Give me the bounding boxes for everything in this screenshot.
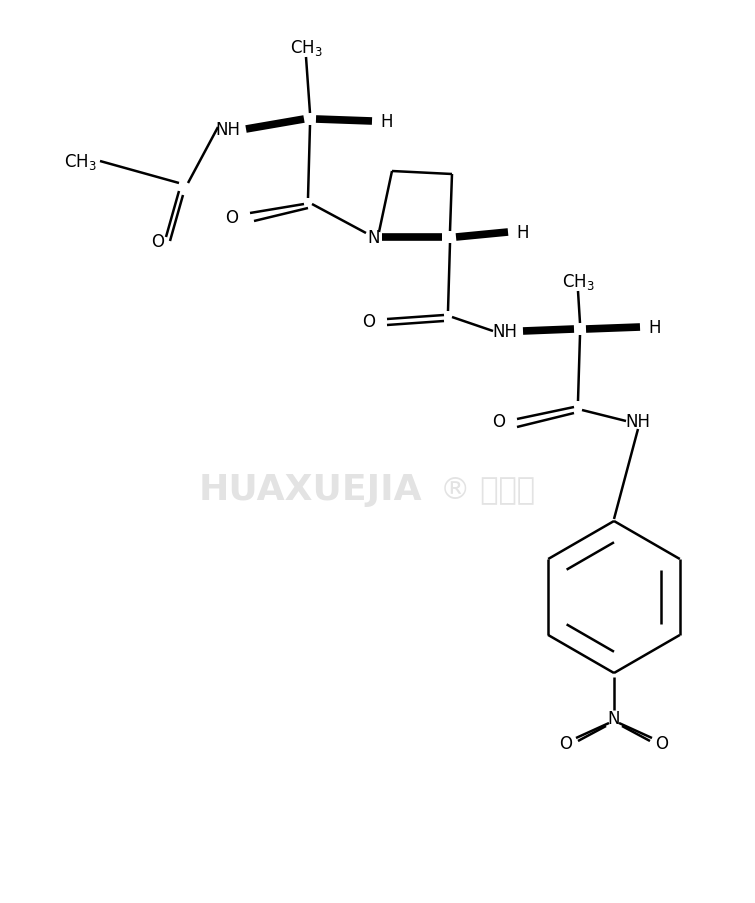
Text: H: H [516, 224, 529, 242]
Text: N: N [368, 228, 381, 247]
Text: NH: NH [625, 413, 651, 431]
Text: O: O [226, 209, 239, 227]
Text: CH$_3$: CH$_3$ [562, 272, 594, 292]
Text: H: H [649, 319, 661, 337]
Text: CH$_3$: CH$_3$ [63, 152, 97, 172]
Text: O: O [492, 413, 506, 431]
Text: O: O [362, 312, 375, 330]
Text: O: O [152, 233, 165, 251]
Text: H: H [381, 113, 393, 131]
Text: HUAXUEJIA: HUAXUEJIA [198, 472, 422, 507]
Text: O: O [655, 734, 668, 752]
Text: O: O [559, 734, 572, 752]
Text: ® 化学加: ® 化学加 [440, 475, 535, 504]
Text: NH: NH [215, 121, 241, 139]
Text: NH: NH [492, 322, 517, 340]
Text: CH$_3$: CH$_3$ [290, 38, 322, 58]
Text: N: N [608, 709, 621, 727]
